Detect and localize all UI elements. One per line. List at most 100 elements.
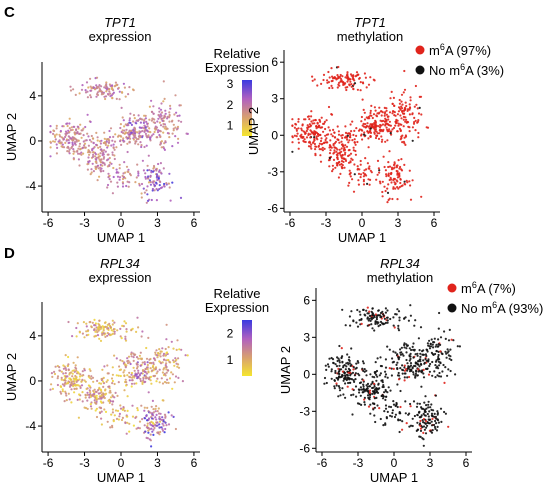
data-point (137, 119, 140, 122)
data-point (305, 129, 308, 133)
data-point (389, 132, 392, 135)
data-point (333, 146, 337, 149)
data-point (118, 90, 121, 93)
data-point (123, 361, 126, 364)
data-point (383, 165, 386, 169)
data-point (291, 124, 294, 127)
data-point (414, 84, 417, 88)
data-point (132, 424, 135, 427)
data-point (363, 370, 366, 373)
data-point (144, 117, 147, 120)
data-point (160, 102, 163, 105)
data-point (391, 409, 394, 412)
data-point (380, 124, 383, 127)
data-point (101, 161, 104, 164)
chart-subtitle: methylation (367, 270, 433, 285)
data-point (363, 398, 366, 401)
data-point (380, 365, 383, 368)
data-point (430, 408, 433, 411)
data-point (86, 391, 89, 394)
data-point (82, 134, 85, 137)
data-point (78, 92, 81, 95)
data-point (426, 348, 429, 352)
data-point (54, 135, 57, 138)
data-point (134, 140, 137, 143)
data-point (92, 170, 95, 173)
colorbar-title: Expression (205, 60, 269, 75)
data-point (111, 96, 114, 99)
data-point (342, 364, 345, 367)
data-point (396, 113, 399, 116)
data-point (158, 107, 161, 110)
data-point (363, 396, 366, 399)
data-point (401, 112, 405, 115)
data-point (174, 126, 177, 129)
data-point (145, 201, 148, 204)
data-point (167, 346, 170, 349)
x-tick-label: 6 (191, 456, 198, 470)
data-point (399, 419, 402, 422)
data-point (111, 400, 114, 403)
data-point (365, 384, 368, 387)
data-point (165, 362, 168, 365)
data-point (387, 174, 390, 177)
data-point (113, 328, 116, 331)
data-point (64, 135, 67, 139)
data-point (362, 171, 365, 175)
data-point (71, 143, 74, 146)
data-point (404, 120, 407, 123)
data-point (369, 111, 372, 115)
data-point (385, 417, 388, 420)
data-point (402, 125, 405, 128)
data-point (426, 342, 429, 345)
data-point (75, 140, 78, 143)
data-point (96, 139, 99, 142)
data-point (377, 167, 380, 170)
data-point (98, 325, 101, 328)
data-point (168, 172, 171, 175)
data-point (425, 420, 428, 423)
data-point (154, 351, 157, 354)
data-point (142, 169, 145, 172)
data-point (368, 317, 371, 320)
data-point (400, 117, 403, 120)
data-point (387, 123, 390, 126)
data-point (100, 158, 103, 161)
data-point (105, 380, 108, 383)
data-point (419, 352, 422, 355)
data-point (359, 176, 362, 179)
data-point (149, 423, 152, 426)
data-point (359, 173, 363, 176)
data-point (143, 191, 146, 194)
data-point (408, 103, 411, 106)
data-point (412, 122, 416, 125)
data-point (123, 86, 126, 89)
data-point (149, 367, 152, 370)
data-point (430, 424, 434, 427)
data-point (367, 319, 370, 322)
data-point (346, 361, 349, 364)
data-point (121, 324, 124, 327)
data-point (61, 388, 64, 391)
data-point (159, 355, 162, 358)
data-point (113, 140, 117, 143)
data-point (113, 157, 116, 161)
chart-subtitle: methylation (337, 29, 403, 44)
data-point (392, 367, 395, 370)
data-point (404, 134, 407, 137)
data-point (49, 131, 52, 134)
data-point (341, 387, 344, 390)
x-tick-label: 3 (154, 216, 161, 230)
data-point (90, 171, 93, 174)
data-point (352, 379, 355, 382)
data-point (127, 93, 130, 96)
data-point (115, 357, 118, 360)
data-point (353, 380, 356, 383)
data-point (149, 379, 152, 382)
data-point (384, 404, 388, 407)
data-point (71, 372, 74, 375)
data-point (327, 70, 330, 74)
data-point (383, 391, 386, 394)
data-point (390, 374, 393, 377)
data-point (74, 364, 77, 367)
